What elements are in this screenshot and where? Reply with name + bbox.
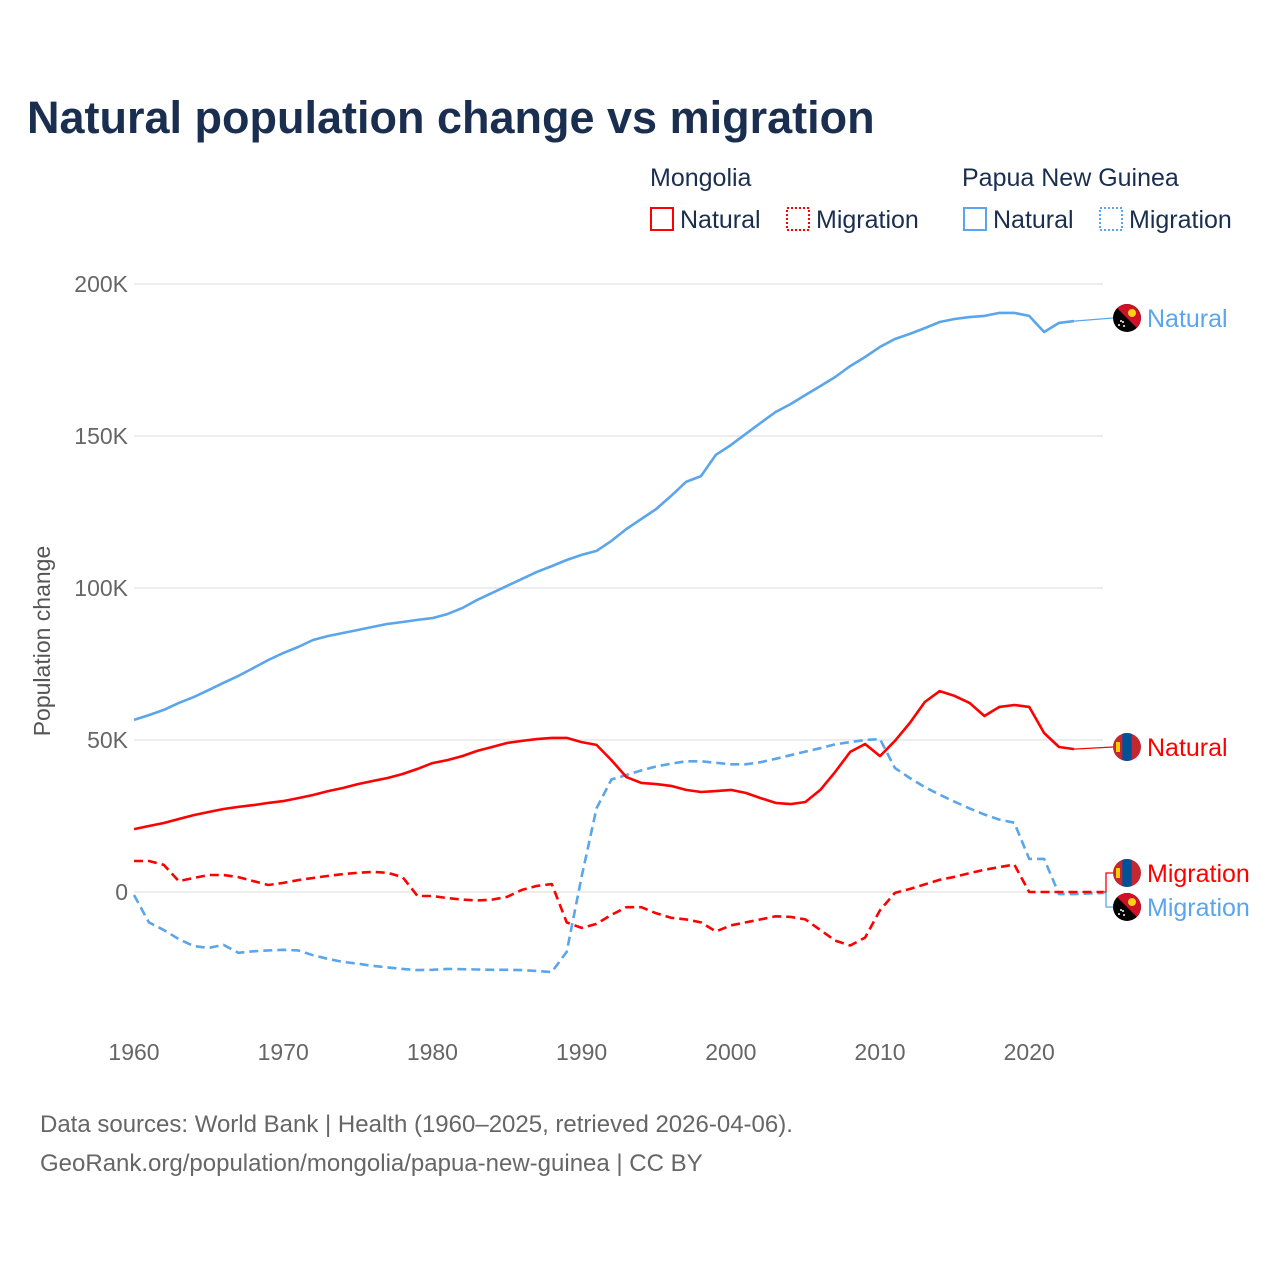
star-icon: [1118, 324, 1120, 326]
end-labels: Natural Natural Migration Migration: [1073, 304, 1250, 922]
x-tick-label: 1980: [407, 1039, 458, 1065]
end-label-mongolia-migration: Migration: [1147, 860, 1250, 888]
flag-blue: [1122, 733, 1132, 761]
bird-of-paradise-icon: [1128, 898, 1136, 906]
chart-title: Natural population change vs migration: [27, 92, 875, 143]
y-tick-label: 50K: [87, 727, 129, 753]
mongolia-flag-icon: [1113, 859, 1141, 887]
y-axis-title: Population change: [29, 546, 55, 737]
label-connector: [1103, 892, 1113, 908]
gridlines: [134, 283, 1103, 893]
legend-item-mongolia-migration[interactable]: Migration: [816, 206, 919, 234]
end-label-papua-new-guinea-migration: Migration: [1147, 894, 1250, 922]
legend-swatch-mongolia-migration: [786, 207, 810, 231]
x-tick-label: 1970: [258, 1039, 309, 1065]
star-icon: [1122, 910, 1124, 912]
x-tick-label: 2020: [1004, 1039, 1055, 1065]
footer-sources: Data sources: World Bank | Health (1960–…: [40, 1111, 793, 1138]
x-axis: 1960 1970 1980 1990 2000 2010 2020: [108, 1039, 1054, 1065]
star-icon: [1123, 914, 1125, 916]
series-line-papua-new-guinea-natural: [133, 311, 1075, 722]
star-icon: [1120, 320, 1122, 322]
footer-link[interactable]: GeoRank.org/population/mongolia/papua-ne…: [40, 1150, 703, 1177]
end-label-mongolia-natural: Natural: [1147, 734, 1228, 762]
series-line-mongolia-natural: [133, 689, 1075, 831]
series-line-papua-new-guinea-migration: [132, 737, 1104, 974]
legend-group-png: Papua New Guinea: [962, 164, 1179, 192]
x-tick-label: 1990: [556, 1039, 607, 1065]
series-lines: [132, 311, 1104, 974]
legend-group-mongolia: Mongolia: [650, 164, 752, 192]
png-flag-icon: [1113, 893, 1141, 921]
star-icon: [1122, 321, 1124, 323]
legend: Mongolia Natural Migration Papua New Gui…: [650, 164, 1232, 234]
legend-item-png-natural[interactable]: Natural: [993, 206, 1074, 234]
end-label-papua-new-guinea-natural: Natural: [1147, 305, 1228, 333]
x-tick-label: 2000: [705, 1039, 756, 1065]
legend-item-png-migration[interactable]: Migration: [1129, 206, 1232, 234]
y-tick-label: 150K: [74, 423, 128, 449]
legend-item-mongolia-natural[interactable]: Natural: [680, 206, 761, 234]
star-icon: [1120, 909, 1122, 911]
star-icon: [1123, 325, 1125, 327]
mongolia-flag-icon: [1113, 733, 1141, 761]
y-tick-label: 0: [115, 879, 128, 905]
legend-swatch-png-natural: [963, 207, 987, 231]
flag-blue: [1122, 859, 1132, 887]
series-line-mongolia-migration: [134, 859, 1104, 947]
png-flag-icon: [1113, 304, 1141, 332]
x-tick-label: 2010: [854, 1039, 905, 1065]
flag-body: [1113, 304, 1141, 332]
bird-of-paradise-icon: [1128, 309, 1136, 317]
label-connector: [1073, 317, 1114, 322]
x-tick-label: 1960: [108, 1039, 159, 1065]
flag-body: [1113, 733, 1141, 761]
soyombo-icon: [1116, 742, 1120, 752]
label-connector: [1073, 746, 1114, 750]
y-tick-label: 100K: [74, 575, 128, 601]
legend-swatch-mongolia-natural: [650, 207, 674, 231]
star-icon: [1118, 913, 1120, 915]
label-connector: [1103, 872, 1113, 893]
flag-body: [1113, 893, 1141, 921]
y-axis: 0 50K 100K 150K 200K: [74, 271, 128, 905]
y-tick-label: 200K: [74, 271, 128, 297]
legend-swatch-png-migration: [1099, 207, 1123, 231]
soyombo-icon: [1116, 868, 1120, 878]
flag-body: [1113, 859, 1141, 887]
